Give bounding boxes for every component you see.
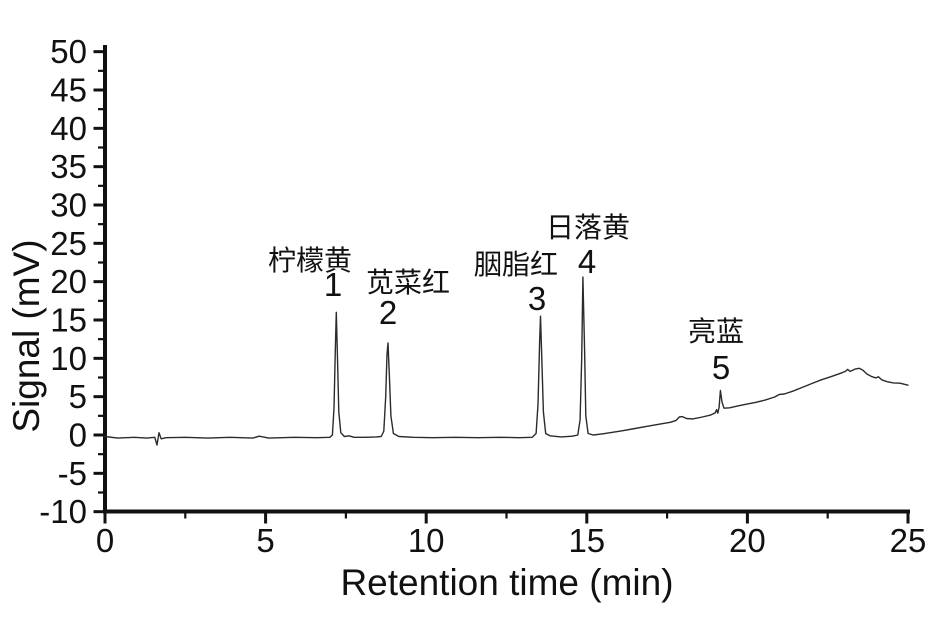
y-axis-tick-label: 0	[69, 417, 87, 454]
y-axis-tick-label: -5	[58, 455, 87, 492]
y-axis-tick-label: 20	[50, 263, 87, 300]
peak-name-label: 柠檬黄	[268, 245, 352, 276]
peak-name-label: 胭脂红	[474, 249, 558, 280]
y-axis-tick-label: 10	[50, 340, 87, 377]
peak-name-label: 日落黄	[546, 212, 630, 243]
y-axis-tick-label: 30	[50, 186, 87, 223]
y-axis-tick-label: -10	[39, 493, 87, 530]
x-axis-tick-label: 5	[256, 522, 274, 559]
x-axis-tick-label: 20	[729, 522, 766, 559]
y-axis-tick-label: 45	[50, 71, 87, 108]
y-axis-tick-label: 50	[50, 33, 87, 70]
peak-number-label: 2	[379, 294, 397, 331]
x-axis-title: Retention time (min)	[340, 562, 673, 603]
y-axis-tick-label: 40	[50, 110, 87, 147]
x-axis-ticks: 0 5 10 15 20 25	[96, 511, 927, 559]
peak-number-label: 3	[528, 280, 546, 317]
x-axis-tick-label: 25	[890, 522, 927, 559]
y-axis-tick-label: 25	[50, 225, 87, 262]
peak-number-label: 5	[712, 349, 730, 386]
y-axis-tick-label: 5	[69, 378, 87, 415]
peak-number-label: 1	[324, 266, 342, 303]
y-axis-tick-label: 35	[50, 148, 87, 185]
peak-name-label: 亮蓝	[688, 316, 744, 347]
x-axis-tick-label: 15	[568, 522, 605, 559]
peak-name-label: 苋菜红	[366, 267, 450, 298]
signal-trace	[104, 276, 909, 446]
peak-number-label: 4	[578, 243, 596, 280]
x-axis-tick-label: 10	[408, 522, 445, 559]
y-axis-tick-label: 15	[50, 301, 87, 338]
x-axis-tick-label: 0	[96, 522, 114, 559]
y-axis-title: Signal (mV)	[6, 239, 47, 432]
